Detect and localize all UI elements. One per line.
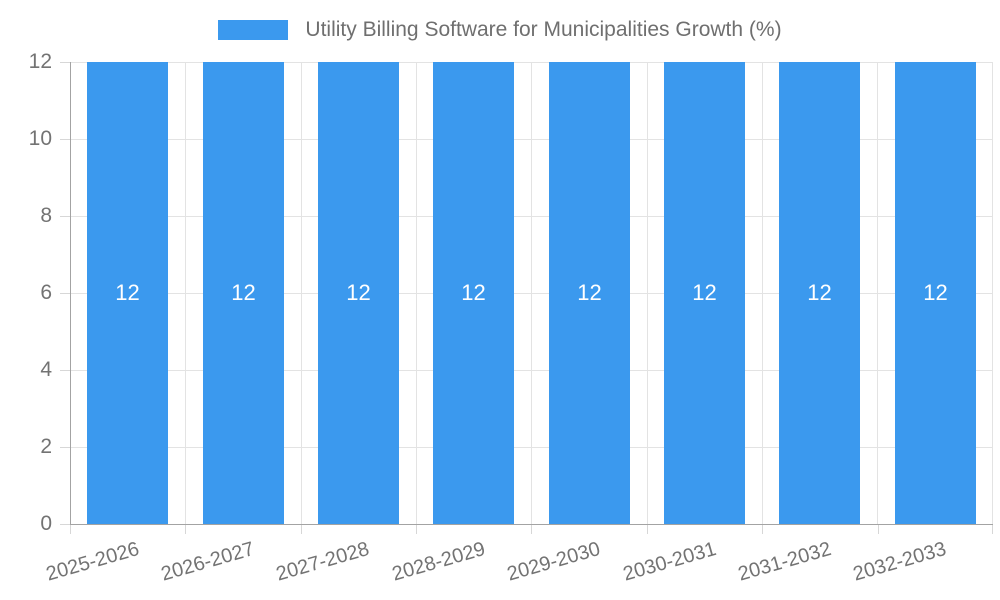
legend-label: Utility Billing Software for Municipalit… bbox=[305, 18, 782, 41]
gridline-v bbox=[877, 62, 878, 524]
bar[interactable]: 12 bbox=[87, 62, 168, 524]
x-tick bbox=[416, 525, 417, 534]
x-category-label: 2029-2030 bbox=[505, 538, 604, 586]
x-tick bbox=[301, 525, 302, 534]
gridline-v bbox=[416, 62, 417, 524]
y-tick-label: 4 bbox=[40, 358, 52, 381]
gridline-v bbox=[185, 62, 186, 524]
gridline-v bbox=[992, 62, 993, 524]
plot-area: 12 12 12 12 12 12 12 12 bbox=[70, 62, 993, 524]
x-tick bbox=[647, 525, 648, 534]
gridline-v bbox=[762, 62, 763, 524]
x-category-label: 2032-2033 bbox=[851, 538, 950, 586]
y-tick bbox=[60, 447, 70, 448]
bar[interactable]: 12 bbox=[318, 62, 399, 524]
y-tick-label: 12 bbox=[28, 50, 52, 73]
x-tick bbox=[185, 525, 186, 534]
bar-value-label: 12 bbox=[231, 280, 256, 305]
bar[interactable]: 12 bbox=[433, 62, 514, 524]
y-tick bbox=[60, 62, 70, 63]
x-category-label: 2026-2027 bbox=[159, 538, 258, 586]
bar-value-label: 12 bbox=[692, 280, 717, 305]
x-tick bbox=[762, 525, 763, 534]
y-tick-label: 2 bbox=[40, 435, 52, 458]
x-category-label: 2028-2029 bbox=[390, 538, 489, 586]
x-tick bbox=[70, 525, 71, 534]
x-category-label: 2027-2028 bbox=[274, 538, 373, 586]
x-category-label: 2031-2032 bbox=[736, 538, 835, 586]
bar-value-label: 12 bbox=[577, 280, 602, 305]
y-tick-label: 0 bbox=[40, 512, 52, 535]
bar[interactable]: 12 bbox=[895, 62, 976, 524]
legend-swatch-icon bbox=[218, 20, 289, 40]
bar[interactable]: 12 bbox=[549, 62, 630, 524]
bar-value-label: 12 bbox=[461, 280, 486, 305]
y-tick bbox=[60, 293, 70, 294]
bar-value-label: 12 bbox=[923, 280, 948, 305]
gridline-v bbox=[531, 62, 532, 524]
bar[interactable]: 12 bbox=[779, 62, 860, 524]
bar[interactable]: 12 bbox=[664, 62, 745, 524]
chart-legend[interactable]: Utility Billing Software for Municipalit… bbox=[0, 17, 1000, 43]
gridline-v bbox=[647, 62, 648, 524]
bar-value-label: 12 bbox=[807, 280, 832, 305]
gridline-v bbox=[301, 62, 302, 524]
y-tick-label: 6 bbox=[40, 281, 52, 304]
y-tick bbox=[60, 216, 70, 217]
bar-value-label: 12 bbox=[115, 280, 140, 305]
bar[interactable]: 12 bbox=[203, 62, 284, 524]
y-tick bbox=[60, 524, 70, 525]
x-axis-line bbox=[64, 524, 993, 525]
y-tick bbox=[60, 370, 70, 371]
x-tick bbox=[992, 525, 993, 534]
x-category-label: 2030-2031 bbox=[621, 538, 720, 586]
x-tick bbox=[878, 525, 879, 534]
x-category-label: 2025-2026 bbox=[44, 538, 143, 586]
y-tick-label: 8 bbox=[40, 204, 52, 227]
y-tick bbox=[60, 139, 70, 140]
x-tick bbox=[531, 525, 532, 534]
y-axis-line bbox=[70, 62, 71, 524]
bar-value-label: 12 bbox=[346, 280, 371, 305]
y-tick-label: 10 bbox=[28, 127, 52, 150]
